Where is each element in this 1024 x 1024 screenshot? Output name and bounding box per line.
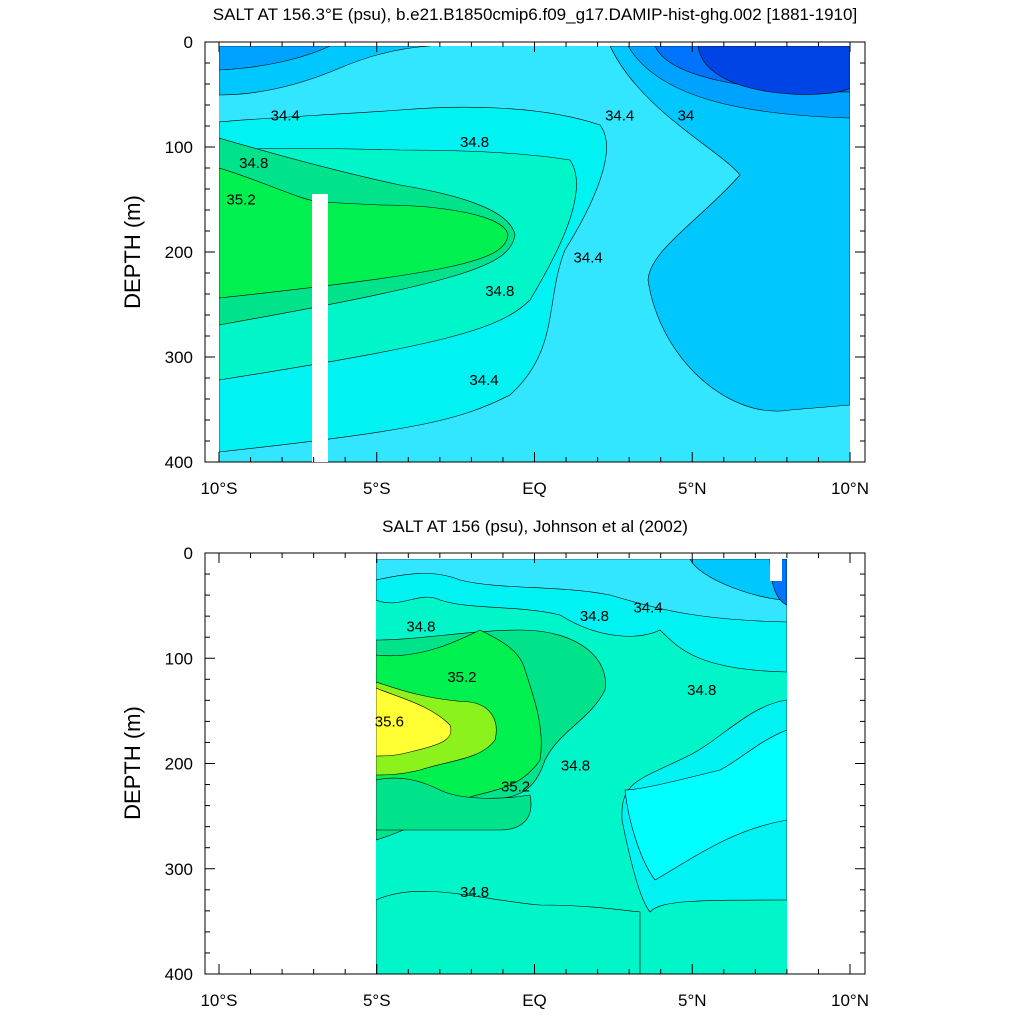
bottom-contour-label: 34.8 bbox=[580, 608, 609, 625]
top-x-tick-label: 10°N bbox=[831, 479, 869, 498]
top-x-tick-label: 5°S bbox=[363, 479, 391, 498]
top-contour-label: 34.8 bbox=[460, 134, 489, 151]
bottom-y-tick-label: 400 bbox=[165, 965, 193, 984]
bot-band-35.0-low bbox=[376, 777, 532, 831]
bottom-x-tick-label: 5°N bbox=[678, 991, 707, 1010]
bottom-y-tick-label: 0 bbox=[184, 544, 193, 563]
bottom-y-tick-label: 100 bbox=[165, 649, 193, 668]
bottom-contour-labels: 34.8 35.2 35.6 34.8 34.4 34.8 35.2 34.8 34.8 bbox=[375, 600, 717, 901]
bottom-y-axis-label: DEPTH (m) bbox=[120, 706, 145, 820]
top-contour-label: 34.4 bbox=[605, 108, 634, 125]
bottom-y-tick-label: 200 bbox=[165, 755, 193, 774]
bottom-axes: 10°S 5°S EQ 5°N 10°N 0 100 200 300 400 bbox=[165, 544, 869, 1010]
top-contour-label: 34.4 bbox=[271, 108, 300, 125]
top-band-34.2 bbox=[609, 46, 850, 412]
top-contour-label: 34.8 bbox=[239, 155, 268, 172]
top-contour-labels: 34.4 34.8 35.2 34.8 34.4 34 34.4 34.8 34.4 bbox=[226, 108, 694, 390]
top-contour-label: 35.2 bbox=[226, 192, 255, 209]
top-panel-title: SALT AT 156.3°E (psu), b.e21.B1850cmip6.… bbox=[213, 5, 857, 24]
top-band-35.2 bbox=[219, 167, 509, 299]
bot-band-34.6-deep bbox=[376, 891, 641, 974]
bot-band-34.4-e bbox=[624, 729, 787, 881]
top-contour-label: 34.8 bbox=[485, 283, 514, 300]
top-x-tick-label: EQ bbox=[522, 479, 547, 498]
bottom-x-tick-label: 10°S bbox=[200, 991, 237, 1010]
top-x-tick-label: 10°S bbox=[200, 479, 237, 498]
top-contour-label: 34.4 bbox=[469, 372, 498, 389]
bottom-contour-label: 34.8 bbox=[406, 619, 435, 636]
top-y-tick-label: 400 bbox=[165, 453, 193, 472]
top-y-tick-label: 300 bbox=[165, 348, 193, 367]
bottom-panel-title: SALT AT 156 (psu), Johnson et al (2002) bbox=[382, 517, 688, 536]
top-y-tick-label: 200 bbox=[165, 243, 193, 262]
top-y-axis-label: DEPTH (m) bbox=[120, 195, 145, 309]
top-axes: 10°S 5°S EQ 5°N 10°N 0 100 200 300 400 bbox=[165, 33, 869, 498]
top-missing-column-top bbox=[312, 194, 328, 462]
top-y-tick-label: 100 bbox=[165, 138, 193, 157]
top-contour-label: 34.4 bbox=[574, 249, 603, 266]
bot-band-34.4 bbox=[376, 559, 787, 623]
bottom-contour-label: 35.2 bbox=[501, 779, 530, 796]
top-contour-label: 34 bbox=[678, 108, 695, 125]
bot-band-35.6 bbox=[376, 687, 452, 757]
bottom-contour-label: 34.8 bbox=[460, 884, 489, 901]
bottom-contour-field bbox=[376, 559, 787, 974]
bot-missing-corner bbox=[770, 559, 782, 581]
bottom-x-tick-label: 10°N bbox=[831, 991, 869, 1010]
bottom-contour-label: 35.6 bbox=[375, 713, 404, 730]
bottom-x-tick-label: EQ bbox=[522, 991, 547, 1010]
bottom-panel: SALT AT 156 (psu), Johnson et al (2002) bbox=[120, 517, 869, 1010]
top-y-tick-label: 0 bbox=[184, 33, 193, 52]
bottom-contour-label: 34.8 bbox=[561, 758, 590, 775]
top-panel: SALT AT 156.3°E (psu), b.e21.B1850cmip6.… bbox=[120, 5, 869, 498]
top-band-33.6 bbox=[697, 46, 850, 95]
bottom-y-tick-label: 300 bbox=[165, 860, 193, 879]
bottom-contour-label: 34.8 bbox=[687, 682, 716, 699]
bottom-x-tick-label: 5°S bbox=[363, 991, 391, 1010]
top-band-34.0-w bbox=[219, 46, 331, 71]
bottom-contour-label: 35.2 bbox=[447, 669, 476, 686]
bottom-contour-label: 34.4 bbox=[633, 600, 662, 617]
top-x-tick-label: 5°N bbox=[678, 479, 707, 498]
